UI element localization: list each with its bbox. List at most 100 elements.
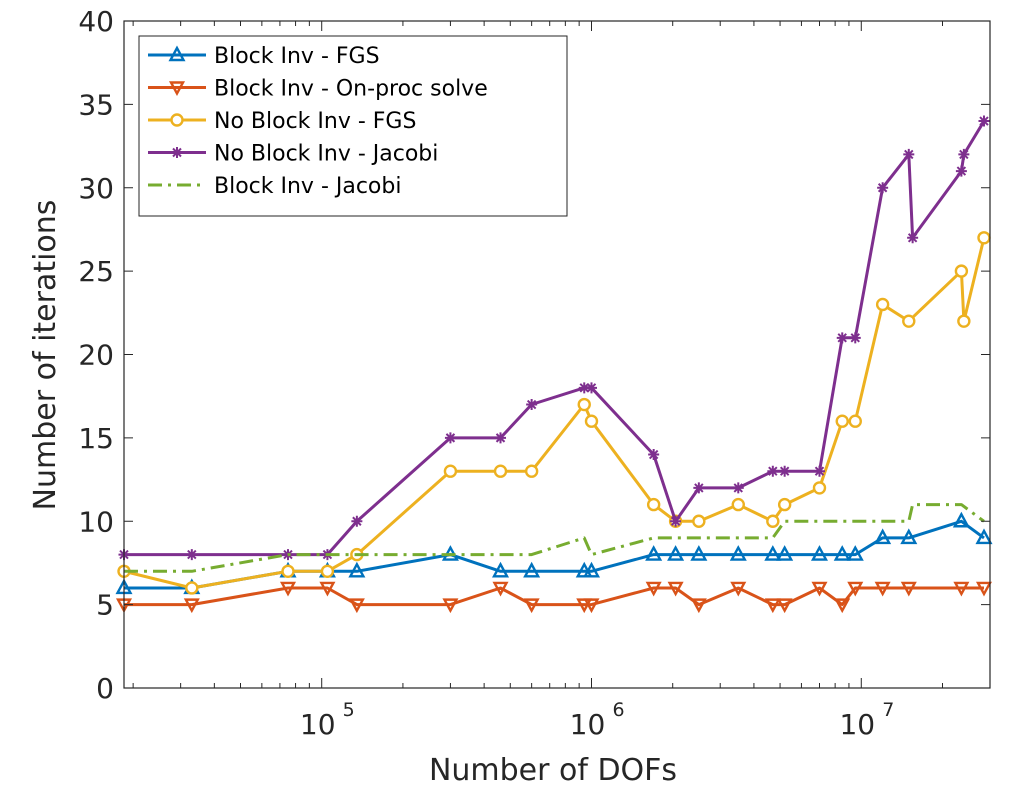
data-point <box>667 545 685 561</box>
y-tick-label: 0 <box>96 672 114 705</box>
data-point <box>777 497 792 512</box>
series-group <box>115 581 993 614</box>
x-tick-label: 10 <box>570 708 606 741</box>
data-point <box>186 549 198 561</box>
data-point <box>732 482 744 494</box>
data-point <box>766 514 780 528</box>
data-point <box>811 581 828 597</box>
data-point <box>693 482 705 494</box>
data-point <box>168 81 186 97</box>
data-point <box>952 511 970 528</box>
data-point <box>582 561 601 578</box>
x-tick-label: 10 <box>839 708 875 741</box>
data-point <box>577 397 591 412</box>
data-point <box>836 332 848 344</box>
y-axis-title: Number of iterations <box>28 200 63 511</box>
series-line <box>123 237 986 590</box>
series-group <box>115 511 993 595</box>
data-point <box>442 598 459 614</box>
legend-entry: Block Inv - FGS <box>148 44 380 69</box>
data-point <box>847 581 864 597</box>
data-point <box>900 528 918 545</box>
data-point <box>585 382 597 394</box>
data-point <box>907 232 919 244</box>
data-point <box>848 414 862 428</box>
data-point <box>523 561 541 578</box>
data-point <box>168 45 186 62</box>
data-point <box>731 497 745 512</box>
y-tick-label: 20 <box>78 339 114 372</box>
data-point <box>975 528 993 545</box>
data-point <box>351 515 363 527</box>
data-point <box>877 182 889 194</box>
data-point <box>578 382 590 394</box>
data-point <box>320 564 335 578</box>
data-point <box>764 545 782 561</box>
y-tick-label: 15 <box>78 422 114 455</box>
data-point <box>813 465 825 477</box>
data-point <box>767 465 779 477</box>
data-point <box>903 148 915 160</box>
data-point <box>812 481 827 495</box>
x-tick-label-exponent: 7 <box>882 699 894 721</box>
data-point <box>667 581 684 597</box>
legend-label: Block Inv - Jacobi <box>214 174 401 199</box>
legend-entry: Block Inv - Jacobi <box>148 174 401 199</box>
data-point <box>846 545 864 561</box>
data-point <box>645 545 663 561</box>
data-point <box>977 231 991 245</box>
data-point <box>978 115 990 127</box>
data-point <box>584 414 599 428</box>
series-group <box>117 231 991 595</box>
data-point <box>645 581 662 597</box>
data-point <box>779 465 791 477</box>
data-point <box>690 598 707 614</box>
data-point <box>493 464 508 478</box>
series-line <box>124 586 984 607</box>
data-point <box>670 515 682 527</box>
data-point <box>319 581 336 597</box>
data-point <box>170 113 184 127</box>
legend-entry: No Block Inv - FGS <box>148 109 416 134</box>
data-point <box>281 564 295 578</box>
data-point <box>492 581 509 597</box>
data-point <box>954 264 969 278</box>
y-tick-label: 40 <box>78 5 114 38</box>
legend-label: No Block Inv - Jacobi <box>214 142 438 167</box>
series-line <box>124 519 985 590</box>
data-point <box>902 314 916 328</box>
data-point <box>835 414 849 428</box>
data-point <box>810 545 829 561</box>
data-point <box>690 545 708 561</box>
data-point <box>875 297 890 312</box>
data-point <box>646 497 661 512</box>
x-axis-title: Number of DOFs <box>429 753 677 788</box>
data-point <box>849 332 861 344</box>
data-point <box>957 314 971 328</box>
data-point <box>348 561 366 578</box>
data-point <box>523 598 540 614</box>
series-group <box>124 503 985 573</box>
data-point <box>955 165 967 177</box>
data-point <box>874 528 892 545</box>
legend-label: No Block Inv - FGS <box>214 109 416 134</box>
data-point <box>975 581 993 597</box>
data-point <box>444 432 456 444</box>
legend-label: Block Inv - FGS <box>214 44 380 69</box>
data-point <box>348 598 365 614</box>
legend-entry: No Block Inv - Jacobi <box>148 142 438 167</box>
data-point <box>958 148 970 160</box>
data-point <box>730 581 747 597</box>
legend-label: Block Inv - On-proc solve <box>214 77 488 102</box>
data-point <box>776 598 793 614</box>
data-point <box>491 561 510 578</box>
data-point <box>692 514 706 528</box>
series-line <box>124 503 985 573</box>
data-point <box>900 581 917 597</box>
data-point <box>729 545 747 561</box>
legend-entry: Block Inv - On-proc solve <box>148 77 488 102</box>
y-tick-label: 10 <box>78 505 114 538</box>
x-tick-label-exponent: 6 <box>612 699 624 721</box>
x-tick-label-exponent: 5 <box>343 699 355 721</box>
